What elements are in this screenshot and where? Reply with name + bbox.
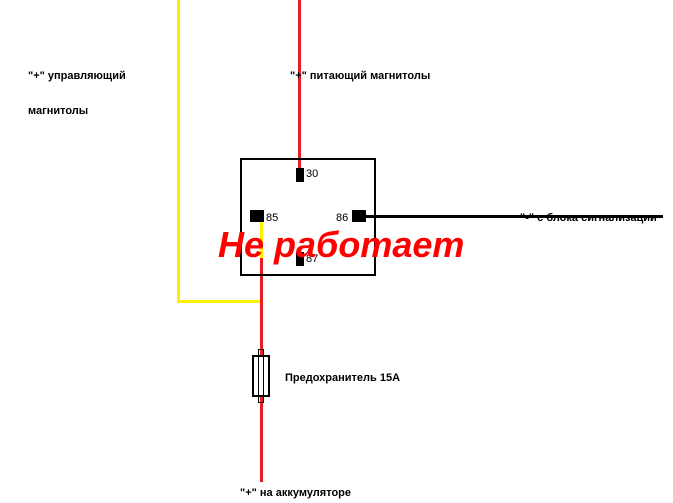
pin-85-tick	[250, 210, 264, 222]
control-plus-label: "+" управляющий магнитолы	[28, 68, 126, 121]
pin-86-tick	[352, 210, 366, 222]
battery-plus-label: "+" на аккумуляторе	[240, 485, 351, 503]
alarm-minus-label: "-" с блока сигнализации	[520, 210, 657, 228]
red-wire-top	[298, 0, 301, 175]
overlay-text: Не работает	[218, 224, 464, 266]
fuse-inner	[258, 349, 264, 403]
pin-86-label: 86	[336, 212, 348, 224]
yellow-wire-vertical	[177, 0, 180, 300]
pin-30-tick	[296, 168, 304, 182]
fuse-label: Предохранитель 15А	[285, 370, 400, 388]
red-wire-bottom	[260, 392, 263, 482]
pin-30-label: 30	[306, 168, 318, 180]
yellow-wire-horizontal	[177, 300, 262, 303]
power-plus-label: "+" питающий магнитолы	[290, 68, 430, 86]
pin-85-label: 85	[266, 212, 278, 224]
